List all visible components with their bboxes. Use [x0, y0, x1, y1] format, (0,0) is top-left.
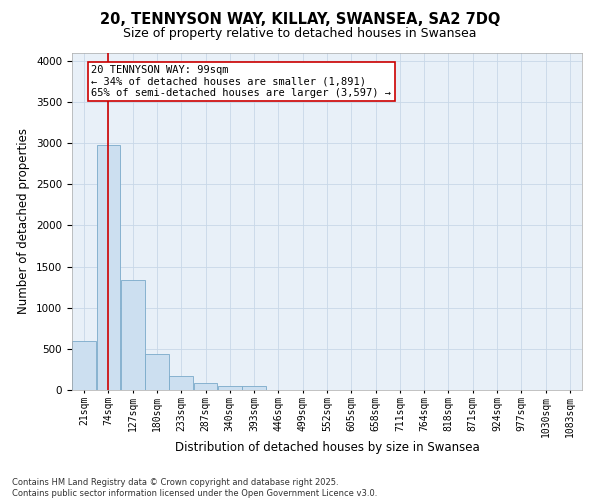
Bar — [72, 340, 96, 390]
Bar — [218, 386, 242, 390]
Bar — [194, 384, 217, 390]
Bar — [169, 376, 193, 390]
Text: Size of property relative to detached houses in Swansea: Size of property relative to detached ho… — [123, 28, 477, 40]
Bar — [145, 354, 169, 390]
X-axis label: Distribution of detached houses by size in Swansea: Distribution of detached houses by size … — [175, 441, 479, 454]
Bar — [97, 145, 121, 390]
Y-axis label: Number of detached properties: Number of detached properties — [17, 128, 31, 314]
Bar — [121, 280, 145, 390]
Bar — [242, 386, 266, 390]
Text: Contains HM Land Registry data © Crown copyright and database right 2025.
Contai: Contains HM Land Registry data © Crown c… — [12, 478, 377, 498]
Text: 20 TENNYSON WAY: 99sqm
← 34% of detached houses are smaller (1,891)
65% of semi-: 20 TENNYSON WAY: 99sqm ← 34% of detached… — [91, 65, 391, 98]
Text: 20, TENNYSON WAY, KILLAY, SWANSEA, SA2 7DQ: 20, TENNYSON WAY, KILLAY, SWANSEA, SA2 7… — [100, 12, 500, 28]
